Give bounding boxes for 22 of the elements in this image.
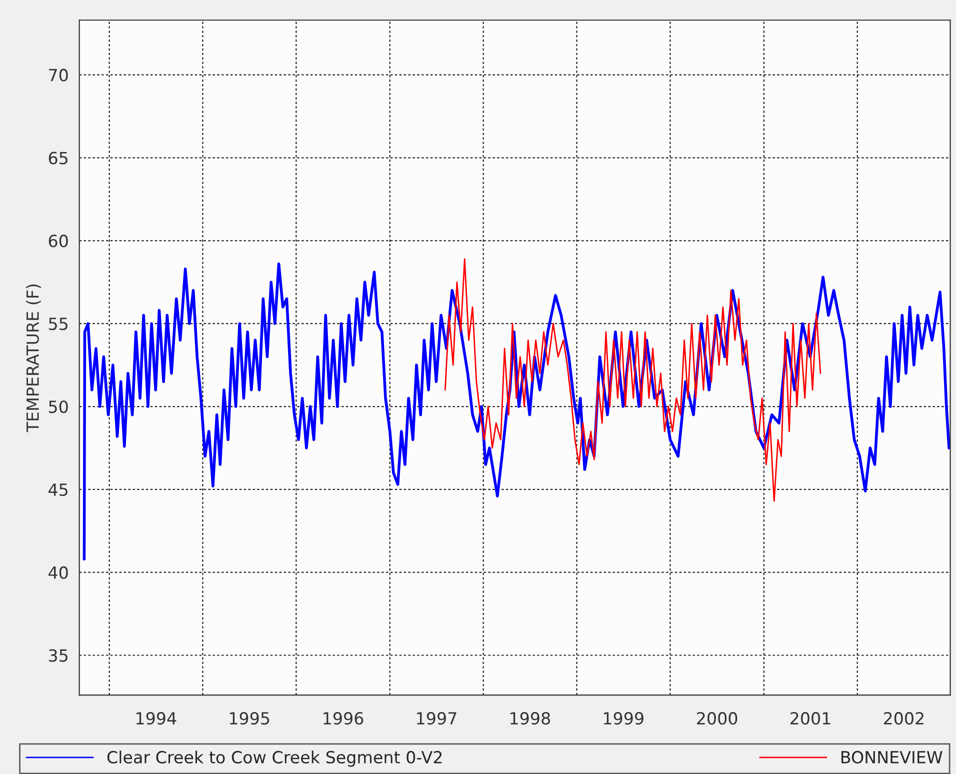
y-tick-label: 35 [48, 649, 68, 662]
x-tick-label: 2000 [697, 712, 738, 725]
y-tick-label: 55 [49, 318, 68, 330]
x-tick-label: 1998 [510, 712, 550, 725]
legend-label: BONNEVIEW [841, 750, 942, 764]
x-tick-label: 2001 [790, 712, 830, 725]
y-tick-label: 70 [49, 68, 68, 82]
legend-label: Clear Creek to Cow Creek Segment 0-V2 [107, 750, 442, 767]
y-tick-label: 40 [48, 566, 68, 579]
line-series [444, 258, 822, 502]
x-tick-label: 1996 [324, 712, 364, 725]
x-tick-label: 1999 [604, 712, 644, 725]
x-tick-label: 1995 [230, 712, 270, 725]
y-tick-label: 60 [48, 234, 68, 248]
y-tick-label: 65 [48, 152, 68, 164]
y-tick-label: 45 [48, 484, 68, 496]
y-tick-label: 50 [49, 400, 68, 414]
line-series [82, 262, 950, 560]
x-tick-label: 1997 [417, 712, 456, 725]
y-axis-title: TEMPERATURE (F) [26, 284, 41, 432]
x-tick-label: 2002 [884, 712, 924, 725]
x-tick-label: 1994 [136, 712, 176, 725]
